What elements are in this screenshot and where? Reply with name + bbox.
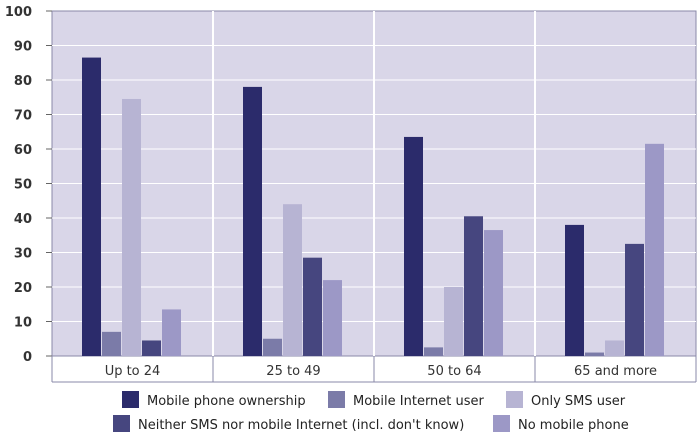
legend-swatch — [122, 391, 139, 408]
y-tick-label: 40 — [14, 212, 32, 227]
plot-area — [51, 10, 697, 357]
legend-swatch — [493, 415, 510, 432]
y-tick-label: 60 — [14, 143, 32, 158]
legend-item: Mobile Internet user — [328, 391, 485, 409]
legend-swatch — [328, 391, 345, 408]
category-label: 65 and more — [574, 364, 657, 379]
category-label: 50 to 64 — [427, 364, 481, 379]
bar-only-sms-user-3 — [605, 340, 624, 356]
bar-mobile-internet-user-1 — [263, 338, 282, 356]
bar-only-sms-user-1 — [283, 204, 302, 356]
bar-neither-sms-nor-mobile-internet-incl-don-t-know-3 — [625, 243, 644, 356]
y-tick-label: 70 — [14, 109, 32, 124]
bar-mobile-internet-user-0 — [102, 331, 121, 356]
legend-item: Only SMS user — [506, 391, 626, 409]
legend-item: No mobile phone — [493, 415, 629, 433]
y-tick-label: 80 — [14, 74, 32, 89]
bar-neither-sms-nor-mobile-internet-incl-don-t-know-0 — [142, 340, 161, 356]
y-tick-label: 100 — [5, 5, 32, 20]
legend-item: Neither SMS nor mobile Internet (incl. d… — [113, 415, 464, 433]
bar-mobile-phone-ownership-0 — [82, 57, 101, 356]
bar-mobile-internet-user-2 — [424, 347, 443, 356]
y-tick-label: 50 — [14, 178, 32, 193]
legend-label: Only SMS user — [531, 394, 626, 409]
category-label: Up to 24 — [105, 364, 161, 379]
axes: 0 10 20 30 40 50 60 70 80 90 100 Up to 24 25 to 49 50… — [5, 5, 697, 383]
bar-mobile-phone-ownership-1 — [243, 86, 262, 357]
y-tick-label: 30 — [14, 247, 32, 262]
legend-label: Mobile phone ownership — [147, 394, 306, 409]
bar-no-mobile-phone-3 — [645, 143, 664, 356]
bars — [82, 57, 664, 357]
legend-item: Mobile phone ownership — [122, 391, 306, 409]
bar-no-mobile-phone-2 — [484, 230, 503, 356]
bar-only-sms-user-2 — [444, 287, 463, 356]
bar-no-mobile-phone-0 — [162, 309, 181, 356]
legend-swatch — [113, 415, 130, 432]
legend: Mobile phone ownership Mobile Internet us… — [113, 391, 629, 433]
bar-only-sms-user-0 — [122, 98, 141, 356]
bar-mobile-phone-ownership-2 — [404, 136, 423, 356]
y-tick-label: 90 — [14, 40, 32, 55]
bar-neither-sms-nor-mobile-internet-incl-don-t-know-2 — [464, 216, 483, 356]
bar-mobile-phone-ownership-3 — [565, 224, 584, 356]
y-tick-label: 10 — [14, 316, 32, 331]
category-label: 25 to 49 — [266, 364, 320, 379]
bar-neither-sms-nor-mobile-internet-incl-don-t-know-1 — [303, 257, 322, 356]
y-tick-label: 0 — [23, 350, 32, 365]
bar-mobile-internet-user-3 — [585, 352, 604, 356]
legend-label: Mobile Internet user — [353, 394, 485, 409]
legend-swatch — [506, 391, 523, 408]
legend-label: No mobile phone — [518, 418, 629, 433]
legend-label: Neither SMS nor mobile Internet (incl. d… — [138, 418, 464, 433]
y-tick-label: 20 — [14, 281, 32, 296]
bar-no-mobile-phone-1 — [323, 280, 342, 356]
